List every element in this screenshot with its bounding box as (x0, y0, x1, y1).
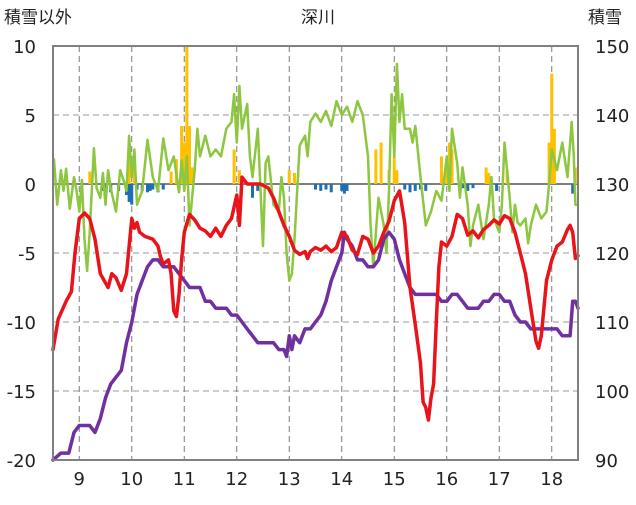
bar-orange (88, 171, 92, 184)
bar-blue (151, 184, 155, 190)
line-series (51, 62, 580, 462)
bar-blue (495, 184, 499, 191)
y-tick-label-right: 120 (595, 244, 629, 265)
x-tick-label: 10 (120, 469, 143, 490)
bar-orange (180, 126, 184, 184)
bar-blue (104, 184, 107, 190)
y-tick-label-left: 0 (25, 175, 36, 196)
y-tick-label-left: -5 (18, 244, 36, 265)
x-tick-label: 15 (383, 469, 406, 490)
bar-blue (345, 184, 349, 191)
bar-blue (342, 184, 346, 194)
bar-orange (188, 126, 191, 184)
y-tick-label-right: 150 (595, 37, 629, 58)
bar-blue (256, 184, 260, 191)
bar-blue (146, 184, 149, 193)
bar-orange (484, 167, 488, 184)
bar-orange (182, 142, 186, 184)
bar-orange (237, 170, 241, 184)
bar-blue (314, 184, 317, 190)
bar-blue (461, 184, 464, 189)
bar-blue (329, 184, 333, 193)
y-tick-label-left: -15 (7, 382, 36, 403)
y-tick-label-left: 10 (13, 37, 36, 58)
series-line (51, 175, 580, 422)
bar-orange (374, 149, 378, 184)
bar-orange (190, 167, 194, 184)
bar-orange (287, 170, 291, 184)
right-axis-label: 積雪 (588, 8, 622, 28)
bar-orange (232, 149, 236, 184)
bar-blue (471, 184, 475, 189)
y-tick-label-right: 140 (595, 106, 629, 127)
bar-orange (550, 73, 554, 184)
x-tick-label: 11 (173, 469, 196, 490)
bar-orange (293, 172, 296, 184)
y-tick-label-right: 130 (595, 175, 629, 196)
plot-frame (52, 45, 579, 461)
y-tick-label-right: 90 (595, 451, 618, 472)
series-line (52, 62, 580, 282)
x-tick-label: 14 (330, 469, 353, 490)
x-tick-label: 12 (225, 469, 248, 490)
axes: 10 5 0 -5 -10 -15 -20 150 140 130 120 110 100 90 9 10 11… (7, 37, 630, 490)
bar-blue (319, 184, 323, 191)
bar-orange (487, 172, 491, 184)
bar-blue (340, 184, 344, 191)
x-tick-label: 16 (435, 469, 458, 490)
bar-blue (408, 184, 412, 193)
bar-blue (161, 184, 165, 190)
bar-blue (148, 184, 152, 191)
bar-blue (424, 184, 428, 191)
x-tick-label: 18 (540, 469, 563, 490)
bar-orange (450, 149, 454, 184)
bar-orange (185, 46, 189, 184)
y-tick-label-left: -20 (7, 451, 36, 472)
y-tick-label-right: 110 (595, 313, 629, 334)
bar-blue (130, 184, 134, 205)
series-line (51, 230, 580, 462)
x-tick-label: 17 (488, 469, 511, 490)
bar-orange (379, 142, 383, 184)
y-tick-label-left: -10 (7, 313, 36, 334)
x-tick-label: 9 (74, 469, 85, 490)
bar-orange (169, 171, 173, 184)
bar-blue (403, 184, 407, 190)
bar-orange (392, 156, 396, 184)
bar-blue (324, 184, 328, 190)
bar-blue (251, 184, 254, 198)
left-axis-label: 積雪以外 (4, 8, 72, 28)
bar-orange (440, 156, 443, 184)
grid-lines (53, 45, 578, 461)
bar-blue (127, 184, 131, 202)
y-tick-label-right: 100 (595, 382, 629, 403)
bar-orange (547, 142, 551, 184)
y-tick-label-left: 5 (25, 106, 36, 127)
bar-orange (127, 149, 131, 184)
bar-blue (571, 184, 575, 194)
bar-blue (466, 184, 470, 191)
bar-blue (413, 184, 417, 191)
chart-title: 深川 (301, 8, 335, 28)
bar-orange (395, 170, 399, 184)
x-tick-label: 13 (278, 469, 301, 490)
